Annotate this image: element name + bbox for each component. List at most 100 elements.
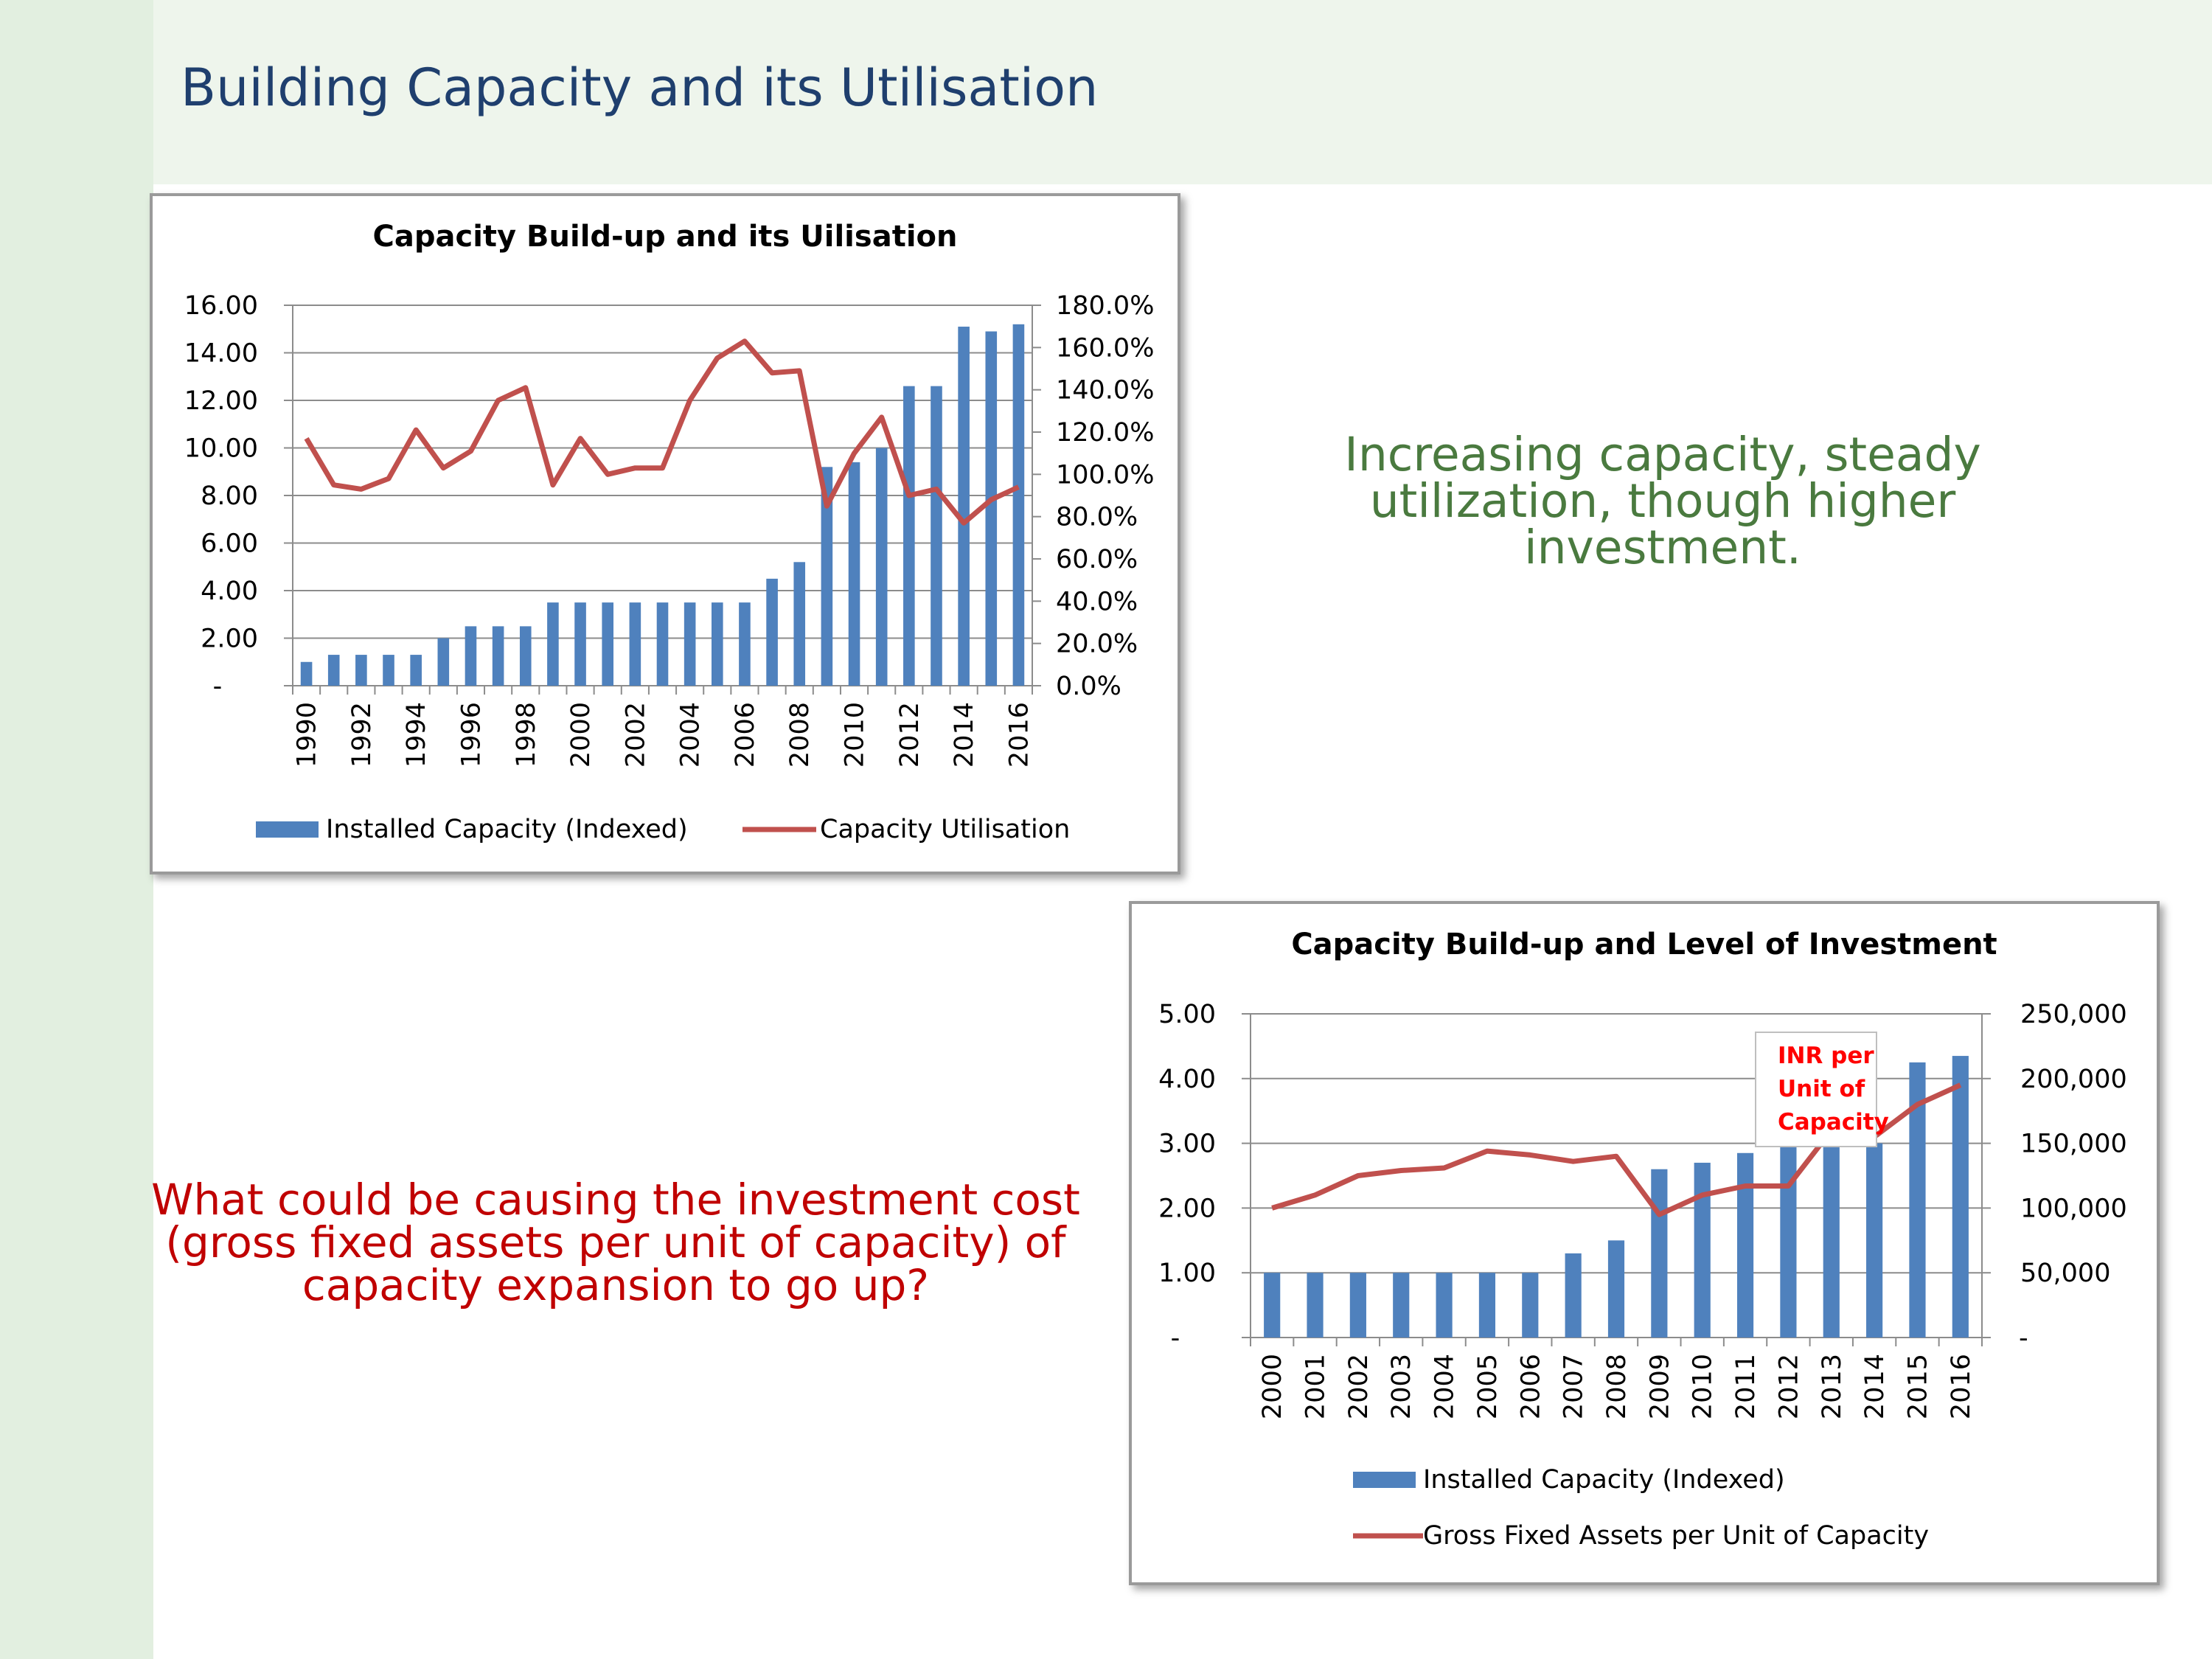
x-tick-label: 2004	[1430, 1354, 1460, 1419]
bar	[739, 602, 751, 686]
x-tick-label: 2010	[841, 702, 870, 768]
y-right-tick-label: 250,000	[2020, 1000, 2127, 1029]
bar	[1349, 1273, 1366, 1338]
bar	[1436, 1273, 1453, 1338]
note-line: investment.	[1524, 521, 1801, 574]
y-left-tick-label: 4.00	[201, 577, 258, 606]
y-right-tick-label: 140.0%	[1056, 376, 1154, 406]
x-tick-label: 2001	[1301, 1354, 1331, 1419]
bar	[1478, 1273, 1496, 1338]
x-tick-label: 2009	[1645, 1354, 1674, 1419]
investment-chart: Capacity Build-up and Level of Investmen…	[1129, 901, 2160, 1585]
bar	[1522, 1273, 1539, 1338]
bar	[1823, 1143, 1840, 1338]
bar	[1780, 1143, 1797, 1338]
bar	[656, 602, 669, 686]
x-tick-label: 2012	[895, 702, 925, 768]
y-right-tick-label: 200,000	[2020, 1065, 2127, 1094]
utilisation-chart: Capacity Build-up and its Uilisation - 2.…	[150, 193, 1180, 874]
x-tick-label: 2014	[1860, 1354, 1890, 1419]
y-left-tick-label: 5.00	[1158, 1000, 1216, 1029]
annotation-box	[1755, 1032, 1877, 1147]
note-line: (gross fixed assets per unit of capacity…	[165, 1217, 1066, 1267]
bar	[848, 462, 860, 686]
x-tick-label: 2016	[1004, 702, 1034, 768]
x-tick-label: 2008	[1602, 1354, 1632, 1419]
x-tick-label: 1990	[293, 702, 322, 768]
left-accent-strip	[0, 0, 153, 1659]
annotation-label: INR per Unit of Capacity	[1778, 1043, 1889, 1135]
x-tick-label: 2005	[1473, 1354, 1503, 1419]
x-tick-label: 1992	[347, 702, 377, 768]
bar	[574, 602, 586, 686]
bar	[711, 602, 723, 686]
y-right-tick-label: 120.0%	[1056, 418, 1154, 448]
y-left-tick-label: 12.00	[184, 386, 258, 416]
bar	[519, 626, 532, 686]
bar	[903, 386, 915, 686]
legend-label: Installed Capacity (Indexed)	[1423, 1465, 1785, 1495]
x-tick-label: 2000	[566, 702, 596, 768]
y-right-tick-label: 100,000	[2020, 1194, 2127, 1223]
bar	[327, 655, 340, 686]
bar	[629, 602, 641, 686]
bar	[1607, 1240, 1625, 1338]
y-left-tick-label: 8.00	[201, 481, 258, 511]
question-note: What could be causing the investment cos…	[147, 1178, 1084, 1307]
bar	[1866, 1143, 1883, 1338]
slide-title: Building Capacity and its Utilisation	[181, 58, 1099, 118]
bar	[492, 626, 504, 686]
bar	[684, 602, 696, 686]
bar	[821, 467, 833, 686]
x-tick-label: 2003	[1387, 1354, 1416, 1419]
y-left-tick-label: -	[1171, 1324, 1180, 1353]
y-right-tick-label: 0.0%	[1056, 672, 1121, 701]
y-right-tick-label: 20.0%	[1056, 630, 1138, 659]
bar	[355, 655, 367, 686]
x-tick-label: 1996	[456, 702, 486, 768]
legend-swatch-bar	[256, 821, 319, 838]
legend-label: Installed Capacity (Indexed)	[326, 815, 688, 844]
x-tick-label: 2010	[1688, 1354, 1718, 1419]
y-right-tick-label: -	[2019, 1324, 2028, 1353]
y-left-tick-label: 16.00	[184, 291, 258, 321]
bar	[1264, 1273, 1281, 1338]
x-tick-label: 2002	[621, 702, 650, 768]
bar	[1565, 1253, 1582, 1338]
bar	[1012, 324, 1025, 686]
y-left-tick-label: 6.00	[201, 529, 258, 559]
bar	[602, 602, 614, 686]
bar	[383, 655, 394, 686]
y-left-tick-label: -	[213, 672, 223, 701]
y-right-tick-label: 50,000	[2020, 1259, 2110, 1288]
x-tick-label: 2016	[1947, 1354, 1976, 1419]
bar	[1909, 1062, 1926, 1338]
bar	[437, 638, 450, 686]
bar	[547, 602, 559, 686]
investment-chart-svg: Capacity Build-up and Level of Investmen…	[1158, 928, 2127, 1551]
bar	[931, 386, 942, 686]
x-tick-label: 2014	[950, 702, 979, 768]
bar	[958, 327, 970, 686]
y-right-tick-label: 160.0%	[1056, 333, 1154, 363]
utilisation-line	[304, 338, 1020, 526]
note-line: capacity expansion to go up?	[302, 1260, 930, 1310]
bar	[766, 578, 778, 686]
bar	[1694, 1162, 1711, 1338]
note-line: Increasing capacity, steady	[1344, 428, 1981, 481]
legend-label: Capacity Utilisation	[820, 815, 1070, 844]
y-left-tick-label: 10.00	[184, 434, 258, 464]
bar	[1952, 1056, 1969, 1338]
x-tick-label: 2006	[731, 702, 760, 768]
note-line: utilization, though higher	[1369, 474, 1956, 528]
bar	[985, 331, 998, 686]
y-right-tick-label: 40.0%	[1056, 587, 1138, 616]
x-tick-label: 2011	[1731, 1354, 1761, 1419]
chart-title: Capacity Build-up and Level of Investmen…	[1291, 928, 1997, 961]
utilisation-chart-svg: Capacity Build-up and its Uilisation - 2.…	[184, 220, 1155, 844]
legend-label: Gross Fixed Assets per Unit of Capacity	[1423, 1521, 1929, 1551]
bar	[875, 448, 888, 686]
y-left-tick-label: 14.00	[184, 339, 258, 369]
observation-note: Increasing capacity, steady utilization,…	[1290, 431, 2035, 571]
bar	[300, 661, 313, 686]
